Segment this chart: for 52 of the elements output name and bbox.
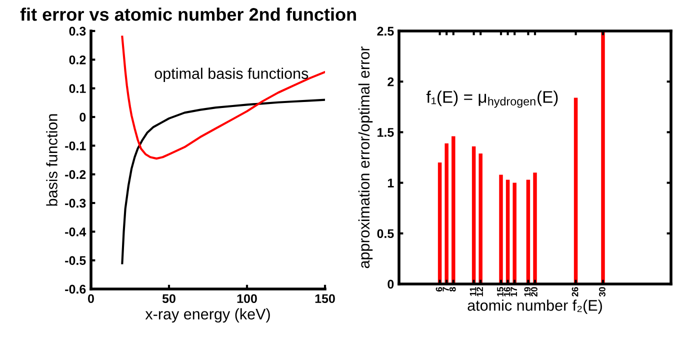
- bar: [444, 143, 448, 284]
- bar: [512, 182, 516, 284]
- y-tick-label: 0.5: [377, 229, 394, 238]
- x-tick-label: 12: [476, 287, 483, 296]
- y-tick-label: -0.5: [65, 256, 86, 265]
- bar: [526, 180, 530, 284]
- x-tick-label: 6: [436, 287, 442, 292]
- y-tick-label: -0.1: [65, 141, 86, 150]
- y-axis-title: basis function: [46, 114, 58, 206]
- y-tick-label: -0.6: [65, 284, 86, 294]
- x-tick-label: 100: [237, 294, 257, 304]
- y-axis-title: approximation error/optimal error: [358, 46, 373, 268]
- y-tick-label: 2: [388, 77, 394, 86]
- annotation: f₁(E) = μ$_{hydrogen}$(E): [426, 90, 558, 108]
- x-tick-label: 26: [572, 287, 578, 297]
- bar: [574, 98, 578, 284]
- x-tick-label: 19: [524, 287, 531, 296]
- x-axis-title: atomic number f₂(E): [468, 300, 602, 314]
- x-tick-label: 30: [599, 287, 606, 297]
- bar: [601, 31, 605, 284]
- annotation: optimal basis functions: [154, 68, 308, 82]
- y-tick-label: 0.2: [69, 55, 86, 64]
- chart-title: fit error vs atomic number 2nd function: [20, 8, 356, 21]
- y-tick-label: 2.5: [377, 26, 394, 36]
- bar: [472, 146, 476, 284]
- x-tick-label: 11: [470, 287, 476, 296]
- x-tick-label: 8: [449, 287, 456, 292]
- x-tick-label: 15: [497, 287, 504, 296]
- x-axis-title: x-ray energy (keV): [145, 308, 270, 323]
- y-tick-label: 0.3: [69, 26, 86, 36]
- line-series: [121, 98, 325, 264]
- x-tick-label: 150: [315, 294, 335, 304]
- y-tick-label: 0.1: [69, 84, 86, 93]
- bar: [533, 172, 537, 284]
- x-tick-label: 50: [162, 294, 176, 304]
- bar: [478, 153, 482, 284]
- y-tick-label: 1.5: [378, 128, 394, 137]
- line-series: [121, 36, 325, 160]
- bar: [452, 136, 456, 284]
- y-tick-label: 0: [80, 112, 86, 122]
- bar: [438, 162, 442, 284]
- bar: [499, 174, 503, 284]
- x-tick-label: 0: [88, 294, 94, 304]
- x-tick-label: 17: [510, 287, 517, 296]
- y-tick-label: -0.4: [65, 227, 86, 236]
- bar: [506, 180, 510, 284]
- x-tick-label: 16: [504, 287, 510, 296]
- y-tick-label: 1: [388, 178, 394, 188]
- y-tick-label: -0.2: [65, 170, 86, 179]
- x-tick-label: 7: [442, 287, 449, 292]
- y-tick-label: -0.3: [65, 198, 86, 208]
- x-tick-label: 20: [531, 287, 538, 297]
